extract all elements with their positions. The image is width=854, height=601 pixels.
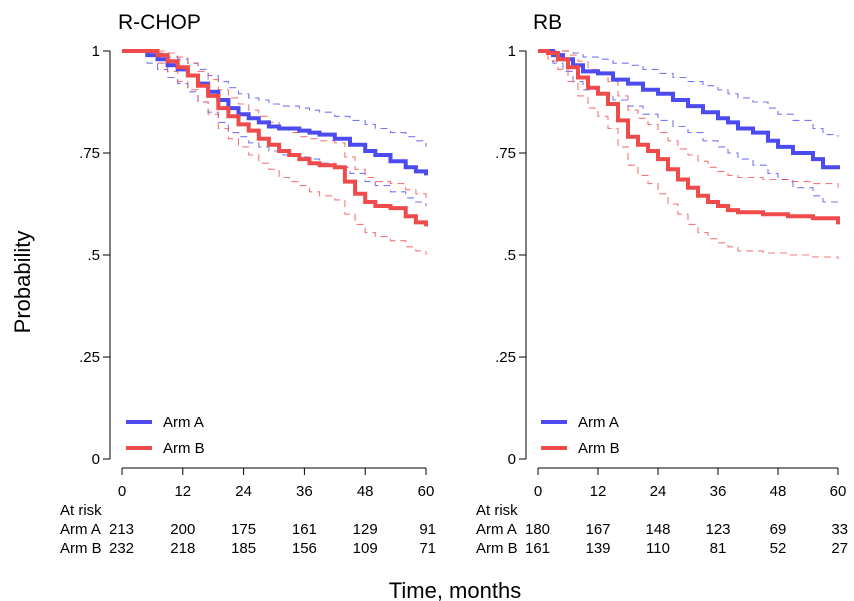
x-tick-label: 12	[590, 483, 607, 500]
y-tick-label: .25	[79, 349, 100, 366]
at-risk-count: 33	[831, 521, 848, 538]
at-risk-count: 175	[231, 521, 256, 538]
at-risk-header: At risk	[476, 502, 518, 519]
x-tick-label: 60	[418, 483, 435, 500]
at-risk-count: 91	[419, 521, 436, 538]
at-risk-count: 71	[419, 540, 436, 557]
x-tick-label: 24	[235, 483, 252, 500]
x-tick-label: 60	[830, 483, 847, 500]
y-axis: 0 .25 .5 .75 1	[495, 43, 527, 468]
x-tick-label: 36	[296, 483, 313, 500]
at-risk-count: 180	[525, 521, 550, 538]
y-tick-label: .5	[503, 247, 516, 264]
at-risk-count: 213	[109, 521, 134, 538]
at-risk-count: 200	[170, 521, 195, 538]
x-tick-label: 36	[710, 483, 727, 500]
at-risk-count: 110	[646, 540, 670, 557]
legend-label: Arm A	[578, 414, 619, 431]
panel-r-chop: R-CHOP 0 .25 .5 .75 1 0 12 24 36 48 60 Arm A Arm B…	[60, 11, 436, 557]
y-axis-title: Probability	[10, 231, 35, 334]
x-axis: 0 12 24 36 48 60	[534, 467, 847, 500]
at-risk-count: 218	[170, 540, 195, 557]
ci-upper-arm-a	[538, 50, 839, 137]
x-axis: 0 12 24 36 48 60	[118, 467, 435, 500]
at-risk-count: 69	[770, 521, 787, 538]
at-risk-count: 109	[353, 540, 378, 557]
y-tick-label: 1	[92, 43, 100, 60]
curve-arm-b	[538, 49, 840, 225]
at-risk-count: 129	[353, 521, 378, 538]
x-tick-label: 0	[118, 483, 126, 500]
curve-arm-a	[122, 49, 428, 176]
at-risk-count: 52	[770, 540, 787, 557]
y-tick-label: .75	[79, 145, 100, 162]
at-risk-row-label: Arm B	[476, 540, 518, 557]
confidence-bands	[538, 50, 839, 260]
y-tick-label: .25	[495, 349, 516, 366]
y-tick-label: 0	[508, 451, 516, 468]
x-tick-label: 48	[357, 483, 374, 500]
curve-arm-b	[122, 49, 428, 227]
y-tick-label: 1	[508, 43, 516, 60]
at-risk-row-label: Arm A	[60, 521, 101, 538]
at-risk-count: 156	[292, 540, 317, 557]
at-risk-row-label: Arm B	[60, 540, 102, 557]
y-tick-label: .5	[87, 247, 100, 264]
ci-lower-arm-a	[122, 50, 427, 206]
panel-title: RB	[533, 11, 562, 34]
at-risk-count: 139	[585, 540, 610, 557]
x-tick-label: 12	[174, 483, 191, 500]
legend-label: Arm B	[578, 440, 620, 457]
legend: Arm A Arm B	[126, 414, 205, 457]
y-tick-label: .75	[495, 145, 516, 162]
panel-rb: RB 0 .25 .5 .75 1 0 12 24 36 48 60 Arm A Arm B At …	[476, 11, 848, 557]
panel-title: R-CHOP	[118, 11, 201, 34]
curve-arm-a	[538, 49, 840, 170]
survival-curves	[122, 49, 428, 227]
ci-lower-arm-b	[538, 50, 839, 260]
legend: Arm A Arm B	[541, 414, 620, 457]
survival-curves	[538, 49, 840, 225]
at-risk-count: 123	[705, 521, 730, 538]
at-risk-count: 185	[231, 540, 256, 557]
at-risk-count: 232	[109, 540, 134, 557]
at-risk-row-label: Arm A	[476, 521, 517, 538]
ci-upper-arm-b	[538, 50, 839, 188]
at-risk-table: At risk Arm A 180 167 148 123 69 33 Arm B 161 139 1…	[476, 502, 848, 557]
x-axis-title: Time, months	[389, 578, 521, 601]
at-risk-count: 148	[645, 521, 670, 538]
ci-lower-arm-b	[122, 50, 427, 255]
at-risk-count: 81	[710, 540, 727, 557]
x-tick-label: 24	[650, 483, 667, 500]
y-axis: 0 .25 .5 .75 1	[79, 43, 111, 468]
at-risk-count: 161	[525, 540, 550, 557]
at-risk-count: 161	[292, 521, 317, 538]
at-risk-count: 27	[831, 540, 848, 557]
legend-label: Arm A	[163, 414, 204, 431]
at-risk-header: At risk	[60, 502, 102, 519]
ci-upper-arm-b	[122, 50, 427, 198]
y-tick-label: 0	[92, 451, 100, 468]
x-tick-label: 0	[534, 483, 542, 500]
x-tick-label: 48	[770, 483, 787, 500]
at-risk-table: At risk Arm A 213 200 175 161 129 91 Arm B 232 218…	[60, 502, 436, 557]
at-risk-count: 167	[585, 521, 610, 538]
legend-label: Arm B	[163, 440, 205, 457]
